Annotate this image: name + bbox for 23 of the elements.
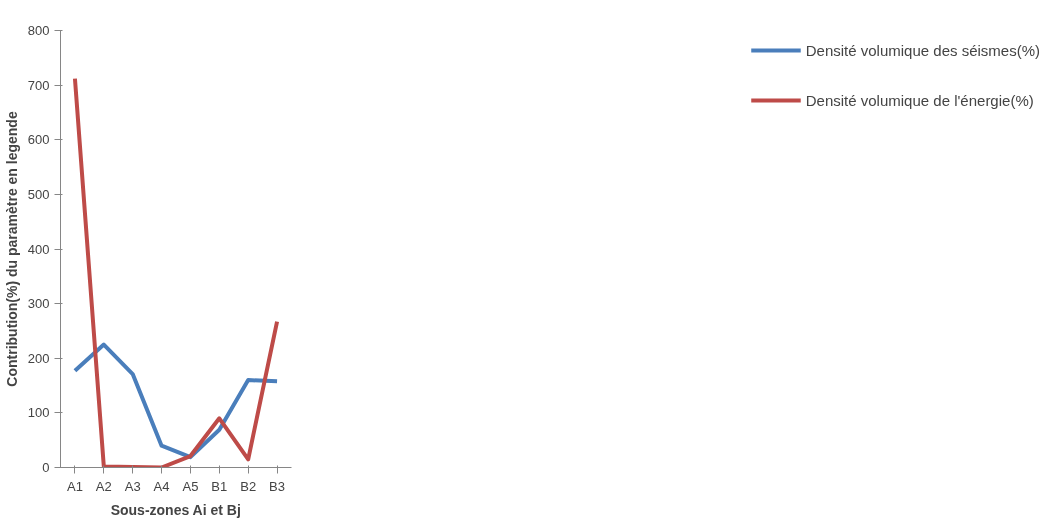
x-tick-label: A2 — [95, 478, 112, 494]
legend-label: Densité volumique des séismes(%) — [805, 41, 1040, 59]
y-tick-label: 600 — [27, 132, 50, 148]
x-tick-label: B2 — [240, 478, 257, 494]
y-tick-label: 700 — [27, 77, 50, 93]
line-series — [72, 342, 280, 460]
y-tick-label: 200 — [27, 350, 50, 366]
x-tick-label: A4 — [153, 478, 170, 494]
x-tick-label: A1 — [66, 478, 83, 494]
x-axis-title: Sous-zones Ai et Bj — [110, 501, 241, 518]
line-series — [72, 76, 280, 468]
y-tick-label: 300 — [27, 296, 50, 312]
y-tick-label: 400 — [27, 241, 50, 257]
y-axis-title: Contribution(%) du paramètre en legende — [3, 111, 20, 387]
y-tick-label: 800 — [27, 23, 50, 38]
legend-label: Densité volumique de l'énergie(%) — [805, 91, 1034, 109]
y-tick-label: 0 — [42, 460, 50, 475]
x-tick-label: A3 — [124, 478, 141, 494]
x-tick-label: B3 — [269, 478, 286, 494]
x-tick-label: A5 — [182, 478, 199, 494]
y-tick-label: 500 — [27, 186, 50, 202]
x-tick-label: B1 — [211, 478, 228, 494]
y-tick-label: 100 — [27, 405, 50, 421]
